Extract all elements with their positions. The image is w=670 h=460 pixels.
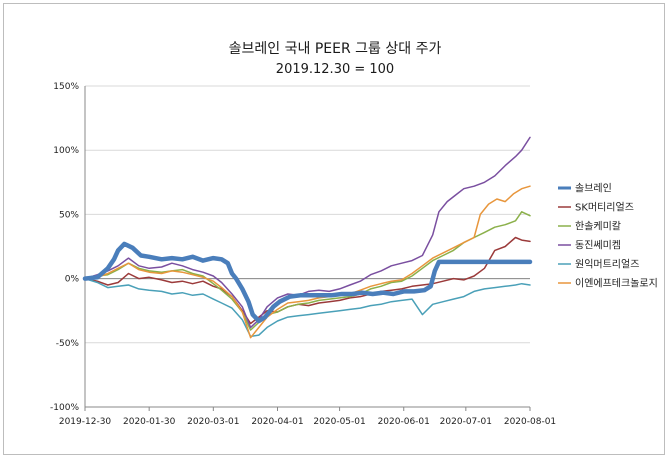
x-tick-label: 2020-04-01 <box>251 417 303 427</box>
y-tick-label: 100% <box>53 146 79 156</box>
x-tick-label: 2020-03-01 <box>187 417 239 427</box>
y-tick-label: -100% <box>50 403 79 413</box>
series-line-6 <box>84 185 531 339</box>
series-lines <box>82 136 533 339</box>
x-tick-label: 2019-12-30 <box>59 417 112 427</box>
axes <box>84 86 531 411</box>
legend-label: 이엔에프테크놀로지 <box>575 278 658 290</box>
x-tick-label: 2020-01-30 <box>123 417 176 427</box>
chart-frame <box>3 3 665 455</box>
series-line-1 <box>82 241 533 324</box>
y-tick-label: 150% <box>53 82 79 92</box>
series-line-2 <box>84 236 531 325</box>
x-tick-label: 2020-07-01 <box>440 417 492 427</box>
y-tick-label: 0% <box>65 275 80 285</box>
x-tick-labels: 2019-12-30 2020-01-30 2020-03-01 2020-04-01… <box>59 417 556 427</box>
legend-label: 한솔케미칼 <box>575 220 621 233</box>
series-line-4 <box>84 136 531 329</box>
x-tick-label: 2020-06-01 <box>378 417 430 427</box>
y-tick-label: -50% <box>56 339 80 349</box>
series-line-5 <box>84 277 531 338</box>
chart-title: 솔브레인 국내 PEER 그룹 상대 주가 <box>228 41 442 57</box>
series-line-3 <box>84 211 531 331</box>
legend-label: SK머티리얼즈 <box>575 202 634 214</box>
x-tick-label: 2020-08-01 <box>504 417 556 427</box>
x-tick-label: 2020-05-01 <box>313 417 365 427</box>
legend-label: 동진쎄미켐 <box>575 240 621 252</box>
legend-label: 원익머트리얼즈 <box>575 259 639 271</box>
grid-lines <box>85 85 530 408</box>
y-tick-label: 50% <box>59 210 79 220</box>
chart-subtitle: 2019.12.30 = 100 <box>275 62 395 77</box>
legend-label: 솔브레인 <box>575 183 612 195</box>
y-tick-labels: 150% 100% 50% 0% -50% -100% <box>50 82 79 413</box>
